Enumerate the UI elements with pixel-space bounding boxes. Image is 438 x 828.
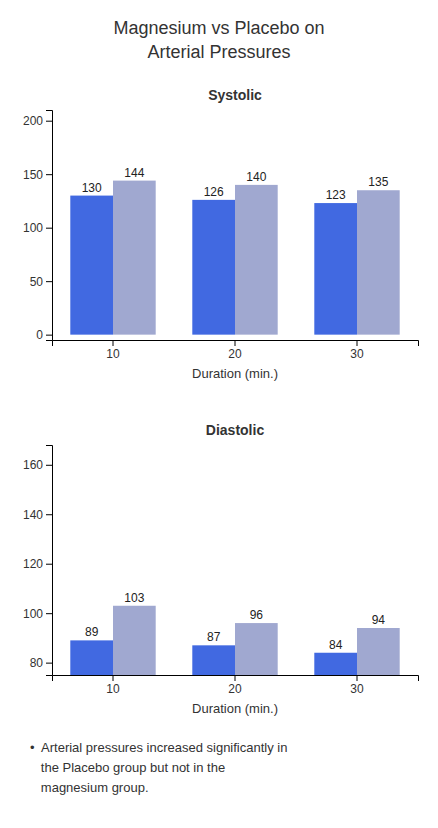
data-label: 84 bbox=[329, 638, 343, 652]
y-tick-label: 140 bbox=[23, 508, 43, 522]
x-tick-mark bbox=[235, 340, 236, 346]
y-tick: 150 bbox=[23, 168, 52, 182]
y-tick: 120 bbox=[23, 557, 52, 571]
y-tick-label: 200 bbox=[23, 114, 43, 128]
title-line: Arterial Pressures bbox=[147, 42, 290, 62]
data-label: 123 bbox=[326, 188, 346, 202]
bar bbox=[192, 200, 235, 335]
y-tick-label: 0 bbox=[36, 328, 43, 342]
bar bbox=[113, 606, 156, 675]
y-tick-mark bbox=[46, 465, 52, 466]
x-tick-mark bbox=[357, 675, 358, 681]
x-axis: 10 20 30 bbox=[53, 675, 419, 696]
x-tick: 30 bbox=[350, 675, 364, 696]
title-line: Magnesium vs Placebo on bbox=[113, 18, 324, 38]
y-tick: 200 bbox=[23, 114, 52, 128]
data-labels: 89 87 84 103 96 94 bbox=[85, 591, 385, 652]
title: Magnesium vs Placebo on Arterial Pressure… bbox=[113, 18, 324, 62]
y-tick: 80 bbox=[30, 656, 52, 670]
y-tick: 160 bbox=[23, 458, 52, 472]
y-tick: 0 bbox=[36, 328, 52, 342]
x-tick: 20 bbox=[228, 340, 242, 361]
x-tick-label: 20 bbox=[228, 682, 242, 696]
bars bbox=[70, 181, 399, 335]
bar bbox=[192, 645, 235, 675]
x-axis-title: Duration (min.) bbox=[192, 701, 278, 716]
x-tick-label: 10 bbox=[106, 682, 120, 696]
y-tick: 50 bbox=[30, 275, 52, 289]
y-tick-mark bbox=[46, 174, 52, 175]
bar bbox=[357, 628, 400, 675]
bar bbox=[314, 203, 357, 335]
x-axis-line bbox=[53, 341, 419, 347]
x-axis: 10 20 30 bbox=[53, 340, 419, 361]
bar bbox=[113, 181, 156, 335]
y-tick-mark bbox=[46, 514, 52, 515]
footnote-line: the Placebo group but not in the bbox=[30, 760, 225, 775]
data-label: 135 bbox=[368, 175, 388, 189]
x-tick-mark bbox=[357, 340, 358, 346]
x-tick-label: 20 bbox=[228, 347, 242, 361]
y-axis-line bbox=[46, 111, 53, 341]
data-label: 126 bbox=[204, 185, 224, 199]
y-tick-label: 80 bbox=[30, 656, 44, 670]
data-label: 103 bbox=[124, 591, 144, 605]
y-tick-label: 120 bbox=[23, 557, 43, 571]
x-axis-line bbox=[53, 676, 419, 682]
x-tick-label: 30 bbox=[350, 682, 364, 696]
chart-canvas: Magnesium vs Placebo on Arterial Pressure… bbox=[0, 0, 438, 828]
bar bbox=[357, 190, 400, 334]
y-axis: 80 100 120 140 160 bbox=[23, 446, 53, 676]
data-label: 140 bbox=[246, 170, 266, 184]
y-tick-mark bbox=[46, 613, 52, 614]
data-label: 94 bbox=[372, 613, 386, 627]
data-label: 144 bbox=[124, 166, 144, 180]
subplot-title: Systolic bbox=[208, 87, 262, 103]
x-tick-mark bbox=[113, 675, 114, 681]
subplot-title: Diastolic bbox=[206, 422, 265, 438]
y-tick-label: 160 bbox=[23, 458, 43, 472]
y-tick-label: 100 bbox=[23, 607, 43, 621]
bar bbox=[70, 196, 113, 335]
data-label: 89 bbox=[85, 625, 99, 639]
x-tick: 30 bbox=[350, 340, 364, 361]
data-labels: 130 126 123 144 140 135 bbox=[82, 166, 389, 202]
panel: Systolic 130 126 123 144 140 135 0 50 100 150 200 10… bbox=[23, 87, 419, 381]
y-tick-mark bbox=[46, 228, 52, 229]
y-axis: 0 50 100 150 200 bbox=[23, 111, 53, 342]
y-tick-mark bbox=[46, 121, 52, 122]
footnote: • Arterial pressures increased significa… bbox=[30, 740, 287, 795]
x-tick: 20 bbox=[228, 675, 242, 696]
bar bbox=[235, 185, 278, 335]
footnote-line: magnesium group. bbox=[30, 780, 149, 795]
y-tick-mark bbox=[46, 335, 52, 336]
y-tick-mark bbox=[46, 281, 52, 282]
x-tick-mark bbox=[235, 675, 236, 681]
bar bbox=[70, 640, 113, 675]
panel: Diastolic 89 87 84 103 96 94 80 100 120 140 160 10 20… bbox=[23, 422, 419, 828]
bar bbox=[314, 653, 357, 675]
x-tick: 10 bbox=[106, 675, 120, 696]
bar bbox=[235, 623, 278, 675]
x-tick: 10 bbox=[106, 340, 120, 361]
data-label: 96 bbox=[250, 608, 264, 622]
y-axis-line bbox=[46, 446, 53, 676]
y-tick: 140 bbox=[23, 508, 52, 522]
y-tick-label: 100 bbox=[23, 221, 43, 235]
bars bbox=[70, 606, 399, 675]
y-tick-label: 150 bbox=[23, 168, 43, 182]
data-label: 87 bbox=[207, 630, 221, 644]
x-axis-title: Duration (min.) bbox=[192, 366, 278, 381]
x-tick-label: 10 bbox=[106, 347, 120, 361]
y-tick: 100 bbox=[23, 221, 52, 235]
y-tick-label: 50 bbox=[30, 275, 44, 289]
x-tick-label: 30 bbox=[350, 347, 364, 361]
data-label: 130 bbox=[82, 181, 102, 195]
y-tick-mark bbox=[46, 663, 52, 664]
y-tick: 100 bbox=[23, 607, 52, 621]
x-tick-mark bbox=[113, 340, 114, 346]
footnote-line: • Arterial pressures increased significa… bbox=[30, 740, 287, 755]
y-tick-mark bbox=[46, 564, 52, 565]
